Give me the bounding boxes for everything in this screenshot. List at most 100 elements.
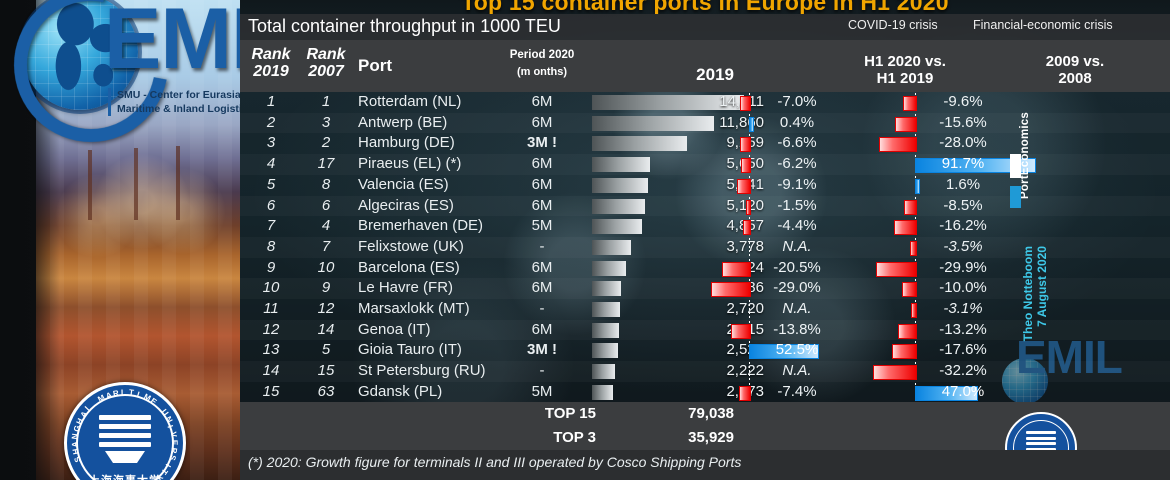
cell-rank-2019: 10 <box>262 279 280 297</box>
financial-change-bar <box>911 303 917 318</box>
financial-change-bar <box>898 323 917 339</box>
throughput-bar <box>592 157 650 173</box>
financial-change-value: -15.6% <box>939 113 987 131</box>
cemil-subtitle-line1: SMU - Center for Eurasian <box>117 89 240 101</box>
cell-port-name: St Petersburg (RU) <box>358 362 486 380</box>
throughput-bar <box>592 302 620 317</box>
cell-rank-2007: 9 <box>321 279 331 297</box>
throughput-bar <box>592 281 621 297</box>
chart-subtitle: Total container throughput in 1000 TEU <box>248 16 561 36</box>
cell-port-name: Barcelona (ES) <box>358 258 460 276</box>
covid-change-value: -1.5% <box>777 196 817 214</box>
zero-line <box>749 362 750 382</box>
totals-value: 79,038 <box>688 405 734 422</box>
covid-change-value: -7.4% <box>777 382 817 400</box>
financial-change-value: -9.6% <box>943 93 983 110</box>
cell-throughput-value: 3,778 <box>726 237 764 255</box>
cell-port-name: Marsaxlokk (MT) <box>358 300 470 317</box>
seal-boat-icon <box>105 451 145 463</box>
table-row: 8 7 Felixstowe (UK) - 3,778 N.A. -3.5% <box>240 237 1170 258</box>
seal-chinese-name: 上海海事大学 <box>67 472 183 480</box>
covid-change-bar <box>740 96 751 111</box>
cell-rank-2007: 4 <box>321 217 331 235</box>
financial-change-cell: -10.0% <box>240 278 1170 299</box>
cell-period: - <box>539 300 545 317</box>
cemil-subtitle: SMU - Center for Eurasian Maritime & Inl… <box>108 88 240 116</box>
financial-change-bar <box>915 158 1036 174</box>
cell-port-name: Felixstowe (UK) <box>358 237 464 255</box>
covid-change-value: -7.0% <box>777 93 817 110</box>
financial-change-bar <box>915 385 978 401</box>
cell-period: 6M <box>531 320 553 338</box>
financial-change-cell: -28.0% <box>240 133 1170 154</box>
header-covid: H1 2020 vs. H1 2019 <box>840 53 970 87</box>
table-row: 4 17 Piraeus (EL) (*) 6M 5,650-6.2% 91.7% <box>240 154 1170 175</box>
footnote-bar: (*) 2020: Growth figure for terminals II… <box>240 450 1170 480</box>
cell-period: 6M <box>531 279 553 297</box>
covid-change-bar <box>737 178 751 194</box>
financial-change-bar <box>894 220 917 236</box>
cell-rank-2007: 12 <box>317 300 335 317</box>
globe-icon <box>22 0 138 110</box>
cell-port-name: Rotterdam (NL) <box>358 93 462 110</box>
cell-rank-2019: 11 <box>263 300 279 317</box>
porteconomics-blue-bar-icon <box>1010 186 1021 208</box>
cemil-wordmark: EMIL <box>104 0 240 87</box>
throughput-bar <box>592 343 618 359</box>
crane-silhouette <box>88 150 92 220</box>
covid-change-cell: -29.0% <box>240 278 1170 299</box>
cell-period: 6M <box>531 175 553 193</box>
cemil-watermark: EMIL <box>1002 330 1123 404</box>
totals-row: TOP 3 35,929 <box>240 426 1170 450</box>
financial-change-value: -28.0% <box>939 134 987 152</box>
cell-rank-2007: 6 <box>321 196 331 214</box>
header-rank2007-line1: Rank <box>306 46 346 63</box>
header-rank2019-line1: Rank <box>251 46 291 63</box>
table-row: 2 3 Antwerp (BE) 6M 11,860 0.4% -15.6% <box>240 113 1170 134</box>
financial-change-bar <box>915 178 920 194</box>
cell-port-name: Valencia (ES) <box>358 175 449 193</box>
cell-period: 3M ! <box>527 134 557 152</box>
cell-period: 6M <box>531 155 553 173</box>
financial-change-value: -16.2% <box>939 217 987 235</box>
covid-change-bar <box>746 199 751 215</box>
table-row: 13 5 Gioia Tauro (IT) 3M ! 2,523 52.5% -17.6% <box>240 340 1170 361</box>
cell-period: - <box>539 237 545 255</box>
cell-rank-2007: 2 <box>321 134 331 152</box>
cell-rank-2019: 7 <box>266 217 276 235</box>
cemil-watermark-globe-icon <box>1002 358 1048 404</box>
financial-change-cell: 91.7% <box>240 154 1170 175</box>
cell-port-name: Gioia Tauro (IT) <box>358 341 462 359</box>
cell-rank-2019: 12 <box>262 320 280 338</box>
covid-change-value: -29.0% <box>773 279 821 297</box>
cell-throughput-value: 2,720 <box>726 300 764 317</box>
totals-value: 35,929 <box>688 429 734 446</box>
throughput-bar <box>592 177 648 193</box>
zero-line <box>749 237 750 257</box>
covid-change-value: -9.1% <box>777 175 817 193</box>
cell-port-name: Algeciras (ES) <box>358 196 454 214</box>
covid-change-bar <box>743 220 751 236</box>
header-financial-line2: 2008 <box>1058 70 1092 87</box>
cell-rank-2019: 8 <box>266 237 276 255</box>
financial-change-bar <box>903 96 917 111</box>
cell-port-name: Hamburg (DE) <box>358 134 455 152</box>
cell-rank-2019: 6 <box>266 196 276 214</box>
header-rank2019-line2: 2019 <box>253 63 289 80</box>
covid-change-cell: -13.8% <box>240 320 1170 341</box>
financial-change-cell: -3.1% <box>240 299 1170 320</box>
left-branding-panel: EMIL SMU - Center for Eurasian Maritime … <box>0 0 240 480</box>
financial-change-cell: -8.5% <box>240 196 1170 217</box>
covid-change-cell: N.A. <box>240 361 1170 382</box>
cemil-subtitle-line2: Maritime & Inland Logistics <box>117 103 240 115</box>
throughput-bar <box>592 322 619 338</box>
covid-change-cell: -6.2% <box>240 154 1170 175</box>
header-port: Port <box>358 56 392 75</box>
covid-change-bar <box>741 158 751 174</box>
header-rank2007: Rank 2007 <box>302 46 350 80</box>
header-year2019: 2019 <box>696 65 734 84</box>
